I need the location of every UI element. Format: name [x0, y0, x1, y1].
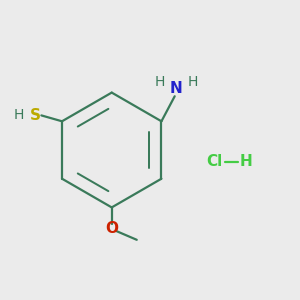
Text: Cl: Cl — [207, 154, 223, 169]
Text: S: S — [30, 108, 41, 123]
Text: O: O — [105, 220, 118, 236]
Text: H: H — [187, 75, 198, 89]
Text: H: H — [239, 154, 252, 169]
Text: H: H — [14, 108, 25, 122]
Text: H: H — [155, 75, 165, 89]
Text: N: N — [170, 81, 182, 96]
